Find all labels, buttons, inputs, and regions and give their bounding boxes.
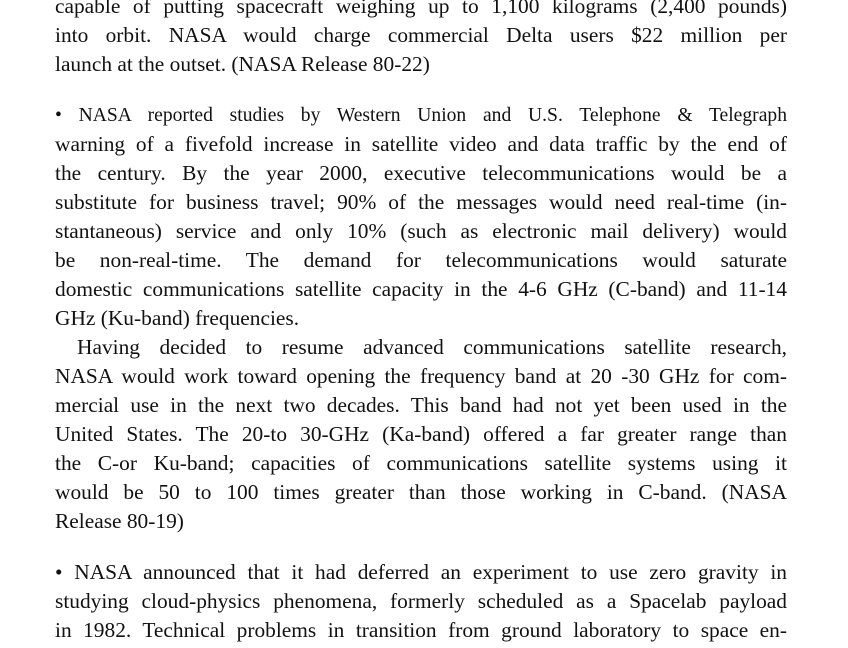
text-line: Release 80-19) (55, 509, 184, 533)
text-line: United States. The 20-to 30-GHz (Ka-band… (55, 422, 787, 446)
text-line: mercial use in the next two decades. Thi… (55, 393, 787, 417)
paragraph-telecom-studies: • NASA reported studies by Western Union… (55, 101, 787, 333)
paragraph-ka-band: Having decided to resume advanced commun… (55, 333, 787, 536)
text-line: warning of a fivefold increase in satell… (55, 132, 787, 156)
text-line: • NASA announced that it had deferred an… (55, 560, 787, 584)
text-line: the C-or Ku-band; capacities of communic… (55, 451, 787, 475)
paragraph-cloud-physics: • NASA announced that it had deferred an… (55, 558, 787, 645)
text-line: into orbit. NASA would charge commercial… (55, 23, 787, 47)
text-line: capable of putting spacecraft weighing u… (55, 0, 787, 18)
text-line: in 1982. Technical problems in transitio… (55, 618, 787, 642)
text-line: be non-real-time. The demand for telecom… (55, 248, 787, 272)
text-line: would be 50 to 100 times greater than th… (55, 480, 787, 504)
text-line: stantaneous) service and only 10% (such … (55, 219, 787, 243)
text-line: launch at the outset. (NASA Release 80-2… (55, 52, 430, 76)
document-page: capable of putting spacecraft weighing u… (55, 0, 787, 645)
text-line: substitute for business travel; 90% of t… (55, 190, 787, 214)
paragraph-gap (55, 79, 787, 101)
text-line: studying cloud-physics phenomena, former… (55, 589, 787, 613)
text-line: • NASA reported studies by Western Union… (55, 105, 787, 126)
text-line: NASA would work toward opening the frequ… (55, 364, 787, 388)
text-line: GHz (Ku-band) frequencies. (55, 306, 300, 330)
text-line: domestic communications satellite capaci… (55, 277, 787, 301)
paragraph-delta-launch: capable of putting spacecraft weighing u… (55, 0, 787, 79)
paragraph-gap (55, 536, 787, 558)
text-line: Having decided to resume advanced commun… (77, 335, 787, 359)
text-line: the century. By the year 2000, executive… (55, 161, 787, 185)
